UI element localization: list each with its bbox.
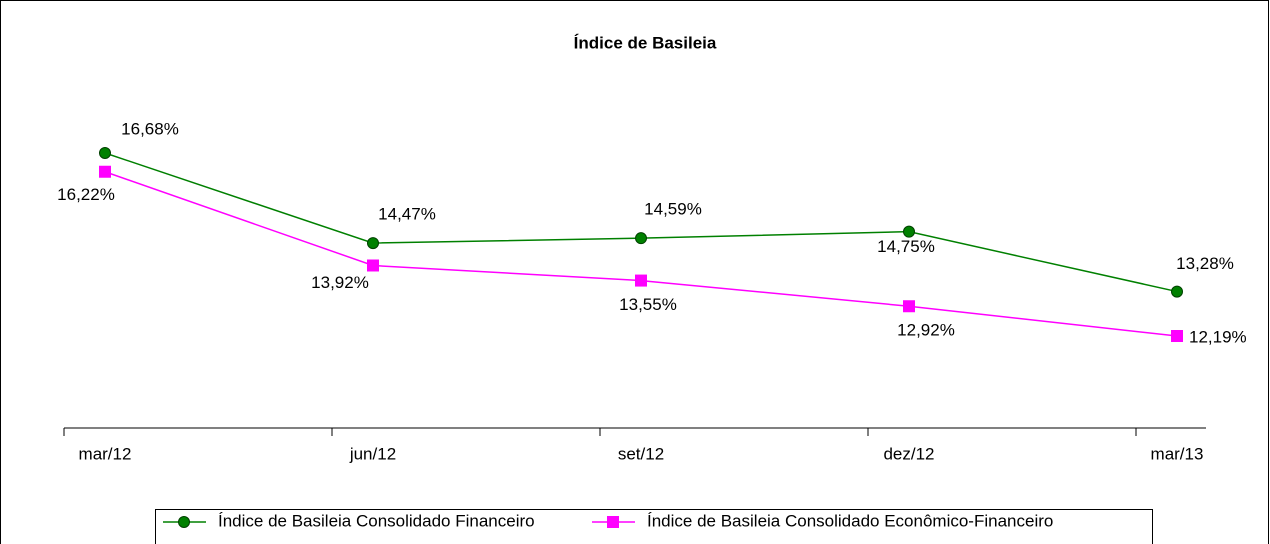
point	[367, 237, 379, 250]
legend-marker	[178, 516, 190, 528]
data-label: 13,92%	[311, 273, 369, 292]
data-label: 14,47%	[378, 205, 436, 224]
data-label: 12,19%	[1189, 327, 1247, 346]
data-label: 12,92%	[897, 321, 955, 340]
data-label: 16,22%	[57, 185, 115, 204]
data-label: 13,28%	[1176, 254, 1234, 273]
x-tick-label: set/12	[618, 444, 664, 463]
x-tick-label: jun/12	[349, 444, 396, 463]
point	[635, 274, 647, 287]
data-label: 14,59%	[644, 200, 702, 219]
x-tick-label: mar/13	[1151, 444, 1204, 463]
data-label: 13,55%	[619, 295, 677, 314]
point	[1171, 285, 1183, 298]
point	[99, 147, 111, 159]
point	[1171, 330, 1183, 342]
x-tick-label: mar/12	[79, 444, 132, 463]
point	[367, 259, 379, 272]
point	[903, 225, 915, 238]
legend-marker	[607, 516, 619, 528]
legend	[155, 509, 1153, 544]
legend-label: Índice de Basileia Consolidado Econômico…	[647, 511, 1053, 530]
point	[903, 300, 915, 313]
chart-title: Índice de Basileia	[574, 33, 717, 52]
data-label: 14,75%	[877, 237, 935, 256]
point	[635, 232, 647, 245]
data-label: 16,68%	[121, 119, 179, 138]
point	[99, 165, 111, 178]
legend-label: Índice de Basileia Consolidado Financeir…	[218, 511, 535, 530]
x-tick-label: dez/12	[883, 444, 934, 463]
